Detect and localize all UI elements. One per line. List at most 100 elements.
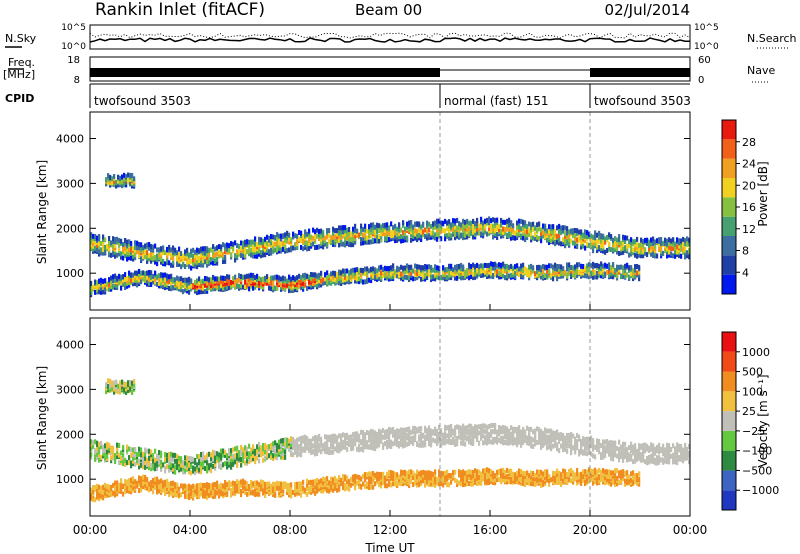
echo-cell: [214, 276, 217, 282]
echo-cell: [450, 222, 453, 228]
echo-cell: [600, 243, 603, 249]
echo-cell: [410, 436, 413, 442]
echo-cell: [238, 450, 241, 456]
echo-cell: [204, 282, 207, 288]
echo-cell: [630, 237, 633, 243]
echo-cell: [388, 439, 391, 445]
echo-cell: [288, 438, 291, 444]
echo-cell: [118, 452, 121, 458]
echo-cell: [400, 441, 403, 447]
echo-cell: [626, 449, 629, 455]
echo-cell: [282, 451, 285, 457]
echo-cell: [148, 245, 151, 251]
echo-cell: [588, 447, 591, 453]
echo-cell: [228, 459, 231, 465]
echo-cell: [360, 278, 363, 283]
echo-cell: [362, 232, 365, 238]
echo-cell: [436, 265, 439, 271]
echo-cell: [328, 434, 331, 440]
echo-cell: [430, 274, 433, 280]
echo-cell: [170, 481, 173, 486]
echo-cell: [362, 438, 365, 444]
echo-cell: [276, 274, 279, 280]
echo-cell: [236, 460, 239, 466]
echo-cell: [506, 263, 509, 269]
echo-cell: [278, 492, 281, 498]
echo-cell: [318, 282, 321, 288]
echo-cell: [476, 262, 479, 268]
echo-cell: [664, 451, 667, 457]
echo-cell: [108, 286, 111, 292]
echo-cell: [316, 227, 319, 233]
echo-cell: [364, 239, 367, 245]
echo-cell: [254, 489, 257, 494]
echo-cell: [158, 273, 161, 279]
echo-cell: [550, 436, 553, 442]
echo-cell: [114, 273, 117, 279]
echo-cell: [620, 454, 623, 459]
echo-cell: [326, 437, 329, 443]
echo-cell: [226, 461, 229, 467]
echo-cell: [364, 231, 367, 237]
echo-cell: [238, 456, 241, 462]
echo-cell: [512, 223, 515, 229]
echo-cell: [168, 250, 171, 256]
echo-cell: [96, 455, 99, 461]
echo-cell: [224, 258, 227, 264]
echo-cell: [110, 448, 113, 454]
nsearch-tick-top: 10^5: [694, 23, 719, 33]
echo-cell: [114, 282, 117, 288]
echo-cell: [412, 426, 415, 431]
echo-cell: [208, 259, 211, 265]
echo-cell: [174, 277, 177, 283]
echo-cell: [176, 454, 179, 459]
echo-cell: [124, 272, 127, 278]
echo-cell: [356, 233, 359, 238]
echo-cell: [142, 456, 145, 461]
echo-cell: [422, 270, 425, 276]
echo-cell: [260, 253, 263, 259]
echo-cell: [526, 224, 529, 229]
echo-cell: [506, 222, 509, 228]
echo-cell: [482, 433, 485, 439]
echo-cell: [414, 431, 417, 436]
echo-cell: [326, 242, 329, 247]
echo-cell: [502, 273, 505, 279]
echo-cell: [386, 444, 389, 450]
echo-cell: [322, 280, 325, 286]
echo-cell: [618, 452, 621, 458]
echo-cell: [562, 266, 565, 272]
echo-cell: [352, 242, 355, 248]
echo-cell: [138, 487, 141, 493]
echo-cell: [252, 285, 255, 291]
echo-cell: [500, 425, 503, 431]
echo-cell: [254, 236, 257, 242]
echo-cell: [270, 280, 273, 285]
echo-cell: [666, 253, 669, 259]
echo-cell: [204, 278, 207, 284]
echo-cell: [678, 447, 681, 453]
echo-cell: [456, 264, 459, 270]
echo-cell: [362, 441, 365, 447]
echo-cell: [272, 278, 275, 284]
echo-cell: [624, 441, 627, 447]
echo-cell: [400, 227, 403, 233]
echo-cell: [530, 263, 533, 269]
echo-cell: [150, 455, 153, 461]
echo-cell: [622, 245, 625, 251]
echo-cell: [582, 441, 585, 447]
echo-cell: [344, 274, 347, 280]
echo-cell: [116, 252, 119, 258]
echo-cell: [136, 282, 139, 288]
echo-cell: [670, 251, 673, 257]
echo-cell: [320, 440, 323, 445]
echo-cell: [562, 433, 565, 438]
echo-cell: [492, 262, 495, 267]
echo-cell: [94, 283, 97, 289]
echo-cell: [358, 433, 361, 439]
echo-cell: [598, 449, 601, 455]
echo-cell: [220, 278, 223, 284]
echo-cell: [358, 437, 361, 443]
echo-cell: [178, 282, 181, 288]
echo-cell: [434, 438, 437, 444]
